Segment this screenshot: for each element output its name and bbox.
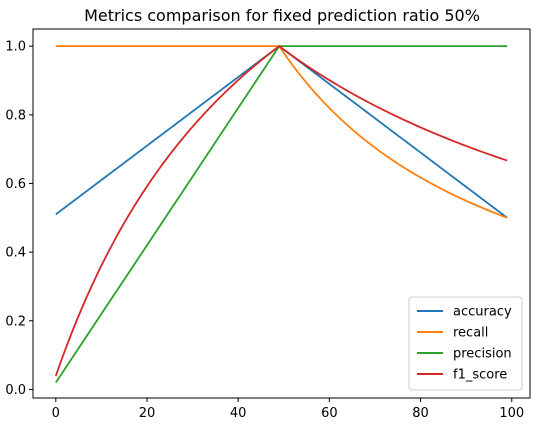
y-tick-label: 0.4 bbox=[5, 246, 26, 261]
y-axis: 0.0 0.2 0.4 0.6 0.8 1.0 bbox=[5, 40, 33, 398]
y-tick-label: 0.2 bbox=[5, 314, 26, 329]
chart-title: Metrics comparison for fixed prediction … bbox=[84, 6, 480, 25]
series-line-recall bbox=[55, 45, 508, 219]
x-tick-label: 100 bbox=[499, 406, 524, 421]
x-axis: 0 20 40 60 80 100 bbox=[52, 398, 524, 421]
x-tick-label: 40 bbox=[230, 406, 247, 421]
series-line-f1_score bbox=[54, 45, 508, 377]
x-tick-label: 60 bbox=[321, 406, 338, 421]
axes-border bbox=[32, 28, 531, 399]
y-tick-label: 0.8 bbox=[5, 108, 26, 123]
axes-frame bbox=[32, 28, 531, 399]
x-tick-label: 20 bbox=[139, 406, 156, 421]
series-line-precision bbox=[55, 45, 508, 384]
y-tick-label: 1.0 bbox=[5, 40, 26, 55]
x-tick-label: 0 bbox=[52, 406, 60, 421]
legend-label-f1_score: f1_score bbox=[453, 368, 507, 383]
legend-box bbox=[408, 296, 523, 391]
plot-area bbox=[54, 45, 508, 384]
y-tick-label: 0.6 bbox=[5, 177, 26, 192]
legend: accuracy recall precision f1_score bbox=[408, 296, 523, 391]
y-tick-label: 0.0 bbox=[5, 383, 26, 398]
legend-label-accuracy: accuracy bbox=[453, 305, 512, 320]
legend-label-recall: recall bbox=[453, 326, 488, 341]
legend-label-precision: precision bbox=[453, 347, 512, 362]
series-line-accuracy bbox=[55, 45, 508, 219]
x-tick-label: 80 bbox=[412, 406, 429, 421]
